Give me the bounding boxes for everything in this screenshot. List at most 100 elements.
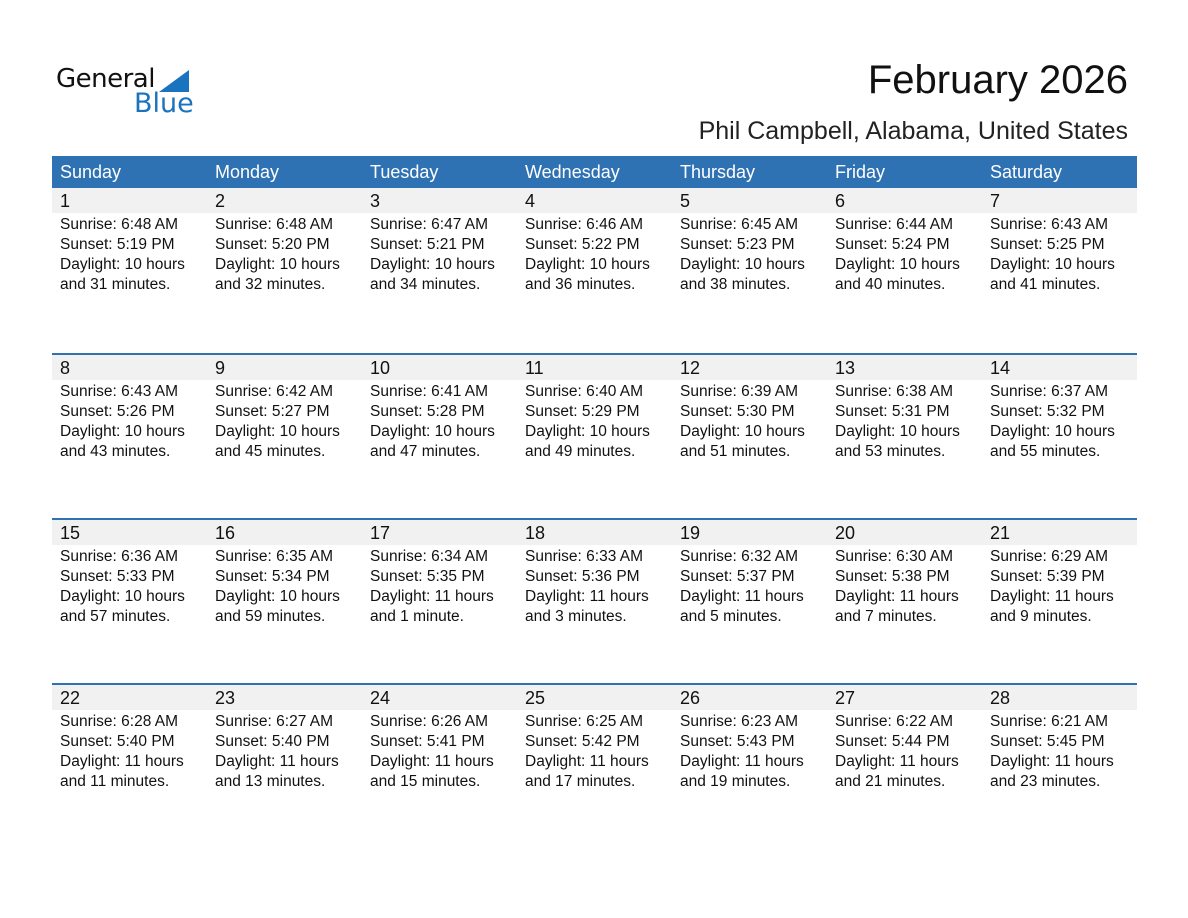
sunrise-text: Sunrise: 6:43 AM — [990, 216, 1109, 233]
date-row: 22 23 24 25 26 27 28 — [52, 685, 1137, 710]
sunrise-text: Sunrise: 6:41 AM — [370, 383, 489, 400]
daylight-text: Daylight: 10 hours — [215, 423, 340, 440]
day-number: 11 — [525, 358, 544, 378]
day-cell: Sunrise: 6:43 AM Sunset: 5:25 PM Daylight:… — [982, 213, 1137, 295]
logo-text-blue: Blue — [134, 88, 194, 119]
day-cell: Sunrise: 6:29 AM Sunset: 5:39 PM Daylight:… — [982, 545, 1137, 627]
daylight-text: Daylight: 11 hours — [680, 588, 804, 605]
day-cell: Sunrise: 6:33 AM Sunset: 5:36 PM Daylight:… — [517, 545, 672, 627]
day-number: 13 — [835, 358, 856, 378]
sunrise-text: Sunrise: 6:22 AM — [835, 713, 954, 730]
sunset-text: Sunset: 5:44 PM — [835, 733, 950, 750]
daylight-minutes-text: and 59 minutes. — [215, 608, 326, 625]
day-number: 6 — [835, 191, 846, 211]
location-subtitle: Phil Campbell, Alabama, United States — [698, 117, 1128, 145]
sunrise-text: Sunrise: 6:44 AM — [835, 216, 954, 233]
daylight-text: Daylight: 10 hours — [680, 256, 805, 273]
daylight-minutes-text: and 7 minutes. — [835, 608, 937, 625]
daylight-text: Daylight: 11 hours — [525, 588, 649, 605]
day-cell: Sunrise: 6:48 AM Sunset: 5:20 PM Daylight:… — [207, 213, 362, 295]
daylight-minutes-text: and 57 minutes. — [60, 608, 171, 625]
sunrise-text: Sunrise: 6:36 AM — [60, 548, 179, 565]
daylight-text: Daylight: 10 hours — [215, 256, 340, 273]
sunset-text: Sunset: 5:38 PM — [835, 568, 950, 585]
sunrise-text: Sunrise: 6:42 AM — [215, 383, 334, 400]
daylight-minutes-text: and 38 minutes. — [680, 276, 791, 293]
week-row: 8 9 10 11 12 13 14 Sunrise: 6:43 AM Sunset: 5:26… — [52, 353, 1137, 518]
sunset-text: Sunset: 5:45 PM — [990, 733, 1105, 750]
daylight-minutes-text: and 43 minutes. — [60, 443, 171, 460]
daylight-text: Daylight: 11 hours — [990, 588, 1114, 605]
sunrise-text: Sunrise: 6:48 AM — [60, 216, 179, 233]
day-cell: Sunrise: 6:48 AM Sunset: 5:19 PM Daylight:… — [52, 213, 207, 295]
sunrise-text: Sunrise: 6:21 AM — [990, 713, 1109, 730]
sunset-text: Sunset: 5:32 PM — [990, 403, 1105, 420]
daylight-minutes-text: and 31 minutes. — [60, 276, 171, 293]
day-number: 16 — [215, 523, 236, 543]
week-row: 15 16 17 18 19 20 21 Sunrise: 6:36 AM Sunset: 5:… — [52, 518, 1137, 683]
weekday-friday: Friday — [835, 162, 886, 182]
sunrise-text: Sunrise: 6:28 AM — [60, 713, 179, 730]
day-cell: Sunrise: 6:30 AM Sunset: 5:38 PM Daylight:… — [827, 545, 982, 627]
daylight-text: Daylight: 10 hours — [835, 256, 960, 273]
daylight-minutes-text: and 53 minutes. — [835, 443, 946, 460]
day-cell: Sunrise: 6:47 AM Sunset: 5:21 PM Daylight:… — [362, 213, 517, 295]
info-row: Sunrise: 6:48 AM Sunset: 5:19 PM Daylight:… — [52, 213, 1137, 295]
day-cell: Sunrise: 6:23 AM Sunset: 5:43 PM Daylight:… — [672, 710, 827, 792]
day-number: 10 — [370, 358, 391, 378]
info-row: Sunrise: 6:36 AM Sunset: 5:33 PM Daylight:… — [52, 545, 1137, 627]
logo: General Blue — [56, 64, 196, 120]
daylight-minutes-text: and 3 minutes. — [525, 608, 627, 625]
daylight-text: Daylight: 10 hours — [835, 423, 960, 440]
sunset-text: Sunset: 5:21 PM — [370, 236, 485, 253]
weekday-sunday: Sunday — [60, 162, 122, 182]
weekday-saturday: Saturday — [990, 162, 1063, 182]
daylight-minutes-text: and 19 minutes. — [680, 773, 791, 790]
day-number: 14 — [990, 358, 1011, 378]
week-row: 22 23 24 25 26 27 28 Sunrise: 6:28 AM Sunset: 5:… — [52, 683, 1137, 848]
weekday-wednesday: Wednesday — [525, 162, 620, 182]
sunrise-text: Sunrise: 6:27 AM — [215, 713, 334, 730]
info-row: Sunrise: 6:43 AM Sunset: 5:26 PM Daylight:… — [52, 380, 1137, 462]
day-number: 23 — [215, 688, 236, 708]
daylight-minutes-text: and 1 minute. — [370, 608, 464, 625]
date-row: 1 2 3 4 5 6 7 — [52, 188, 1137, 213]
daylight-text: Daylight: 10 hours — [60, 423, 185, 440]
weekday-thursday: Thursday — [680, 162, 756, 182]
sunset-text: Sunset: 5:39 PM — [990, 568, 1105, 585]
sunrise-text: Sunrise: 6:26 AM — [370, 713, 489, 730]
day-cell: Sunrise: 6:43 AM Sunset: 5:26 PM Daylight:… — [52, 380, 207, 462]
daylight-minutes-text: and 13 minutes. — [215, 773, 326, 790]
sunset-text: Sunset: 5:30 PM — [680, 403, 795, 420]
sunset-text: Sunset: 5:43 PM — [680, 733, 795, 750]
day-cell: Sunrise: 6:41 AM Sunset: 5:28 PM Daylight:… — [362, 380, 517, 462]
day-number: 15 — [60, 523, 81, 543]
day-number: 9 — [215, 358, 226, 378]
sunrise-text: Sunrise: 6:45 AM — [680, 216, 799, 233]
weekday-header: Sunday Monday Tuesday Wednesday Thursday Frid… — [52, 156, 1137, 188]
daylight-minutes-text: and 47 minutes. — [370, 443, 481, 460]
date-row: 15 16 17 18 19 20 21 — [52, 520, 1137, 545]
day-number: 12 — [680, 358, 701, 378]
sunset-text: Sunset: 5:41 PM — [370, 733, 485, 750]
daylight-text: Daylight: 11 hours — [990, 753, 1114, 770]
sunset-text: Sunset: 5:20 PM — [215, 236, 330, 253]
daylight-minutes-text: and 11 minutes. — [60, 773, 170, 790]
sunrise-text: Sunrise: 6:43 AM — [60, 383, 179, 400]
daylight-text: Daylight: 11 hours — [370, 753, 494, 770]
page-title: February 2026 — [867, 58, 1128, 102]
daylight-text: Daylight: 10 hours — [215, 588, 340, 605]
sunrise-text: Sunrise: 6:39 AM — [680, 383, 799, 400]
sunset-text: Sunset: 5:27 PM — [215, 403, 330, 420]
day-cell: Sunrise: 6:45 AM Sunset: 5:23 PM Daylight:… — [672, 213, 827, 295]
day-number: 21 — [990, 523, 1011, 543]
daylight-text: Daylight: 10 hours — [370, 423, 495, 440]
weekday-tuesday: Tuesday — [370, 162, 439, 182]
daylight-minutes-text: and 45 minutes. — [215, 443, 326, 460]
daylight-minutes-text: and 23 minutes. — [990, 773, 1101, 790]
daylight-text: Daylight: 10 hours — [60, 588, 185, 605]
daylight-minutes-text: and 49 minutes. — [525, 443, 636, 460]
daylight-minutes-text: and 17 minutes. — [525, 773, 636, 790]
day-cell: Sunrise: 6:42 AM Sunset: 5:27 PM Daylight:… — [207, 380, 362, 462]
daylight-text: Daylight: 10 hours — [990, 256, 1115, 273]
